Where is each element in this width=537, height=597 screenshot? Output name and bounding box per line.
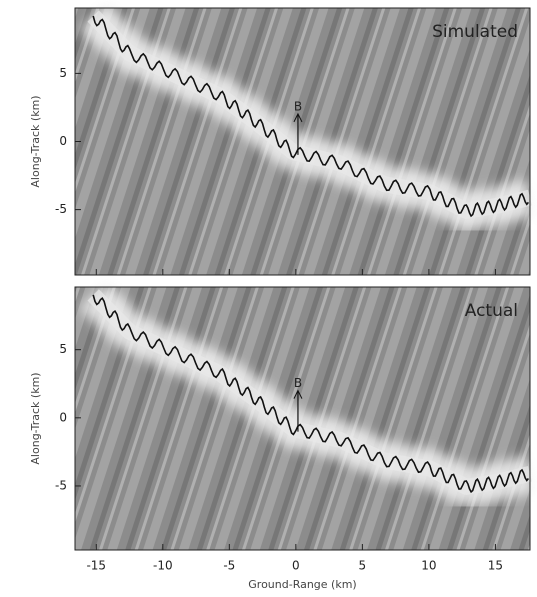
y-axis-label: Along-Track (km) bbox=[29, 372, 42, 464]
x-tick-label: -15 bbox=[86, 559, 106, 573]
y-tick-label: 0 bbox=[59, 410, 67, 424]
x-tick-label: 15 bbox=[488, 559, 503, 573]
x-tick-label: 0 bbox=[292, 559, 300, 573]
flood-band bbox=[87, 289, 532, 495]
y-axis-label: Along-Track (km) bbox=[29, 95, 42, 187]
arrow-head bbox=[293, 112, 303, 123]
y-tick-label: 5 bbox=[59, 342, 67, 356]
x-tick-label: -5 bbox=[223, 559, 235, 573]
x-tick-label: 5 bbox=[359, 559, 367, 573]
panel-label: Actual bbox=[465, 301, 518, 321]
river bbox=[92, 294, 530, 494]
y-tick-label: 0 bbox=[59, 134, 67, 148]
river bbox=[92, 15, 530, 218]
flood-band bbox=[87, 10, 532, 219]
annotation: B bbox=[294, 376, 302, 390]
annotation: B bbox=[294, 99, 302, 113]
y-tick-label: -5 bbox=[55, 202, 67, 216]
arrow-head bbox=[293, 389, 303, 399]
x-axis-label: Ground-Range (km) bbox=[248, 578, 356, 591]
plot-frame bbox=[74, 286, 531, 551]
x-tick-label: 10 bbox=[421, 559, 436, 573]
y-tick-label: -5 bbox=[55, 478, 67, 492]
panel-label: Simulated bbox=[432, 22, 518, 42]
x-tick-label: -10 bbox=[153, 559, 173, 573]
y-tick-label: 5 bbox=[59, 66, 67, 80]
